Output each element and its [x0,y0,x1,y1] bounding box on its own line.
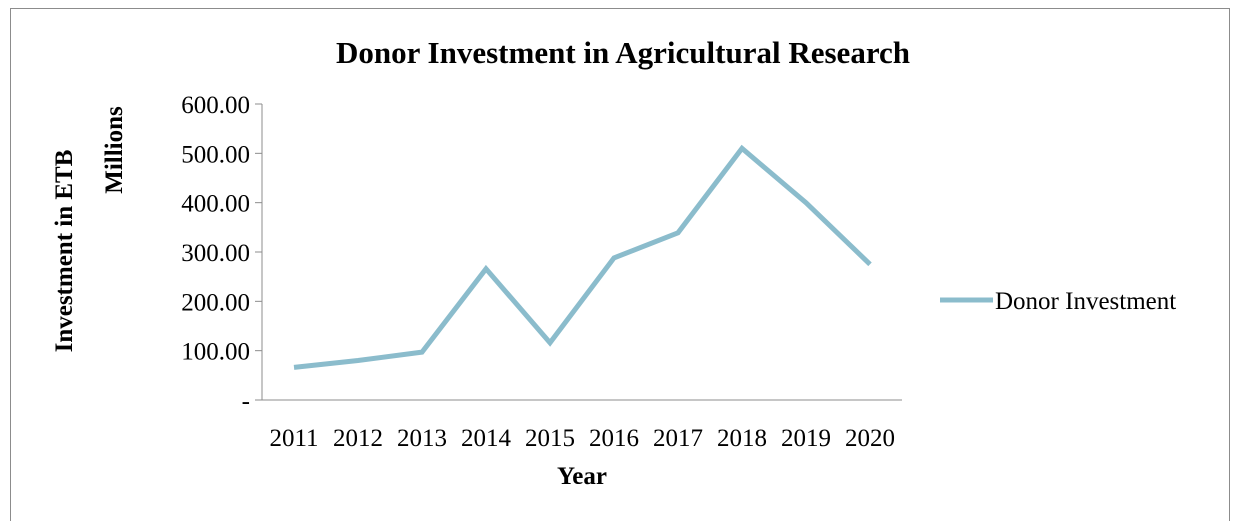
chart-frame [10,8,1230,521]
x-tick-label: 2016 [589,425,639,452]
x-tick-label: 2020 [845,425,895,452]
x-tick-label: 2019 [781,425,831,452]
x-axis-title: Year [557,463,607,490]
legend-label: Donor Investment [995,288,1176,315]
x-tick-label: 2011 [269,425,318,452]
legend: Donor Investment [940,288,1176,315]
y-axis-title: Investment in ETB [51,150,78,353]
x-tick-label: 2012 [333,425,383,452]
x-tick-label: 2014 [461,425,512,452]
y-tick-label: 500.00 [181,141,250,168]
y-tick-label: 400.00 [181,191,250,218]
series-line-donor-investment [293,144,872,370]
x-tick-label: 2013 [397,425,447,452]
x-tick-labels: 2011 2012 2013 2014 2015 2016 2017 2018 2019 2020 [269,425,895,452]
y-tick-label: 300.00 [181,240,250,267]
x-tick-label: 2015 [525,425,575,452]
y-tick-label: - [242,388,250,415]
y-tick-label: 100.00 [181,339,250,366]
y-tick-labels: - 100.00 200.00 300.00 400.00 500.00 600.00 [181,92,250,415]
y-tick-label: 200.00 [181,289,250,316]
x-tick-label: 2018 [717,425,767,452]
axes [255,103,902,401]
y-tick-label: 600.00 [181,92,250,119]
y-axis-unit-label: Millions [101,106,128,194]
chart-title: Donor Investment in Agricultural Researc… [336,35,910,70]
x-tick-label: 2017 [653,425,703,452]
series-lines [293,144,872,370]
